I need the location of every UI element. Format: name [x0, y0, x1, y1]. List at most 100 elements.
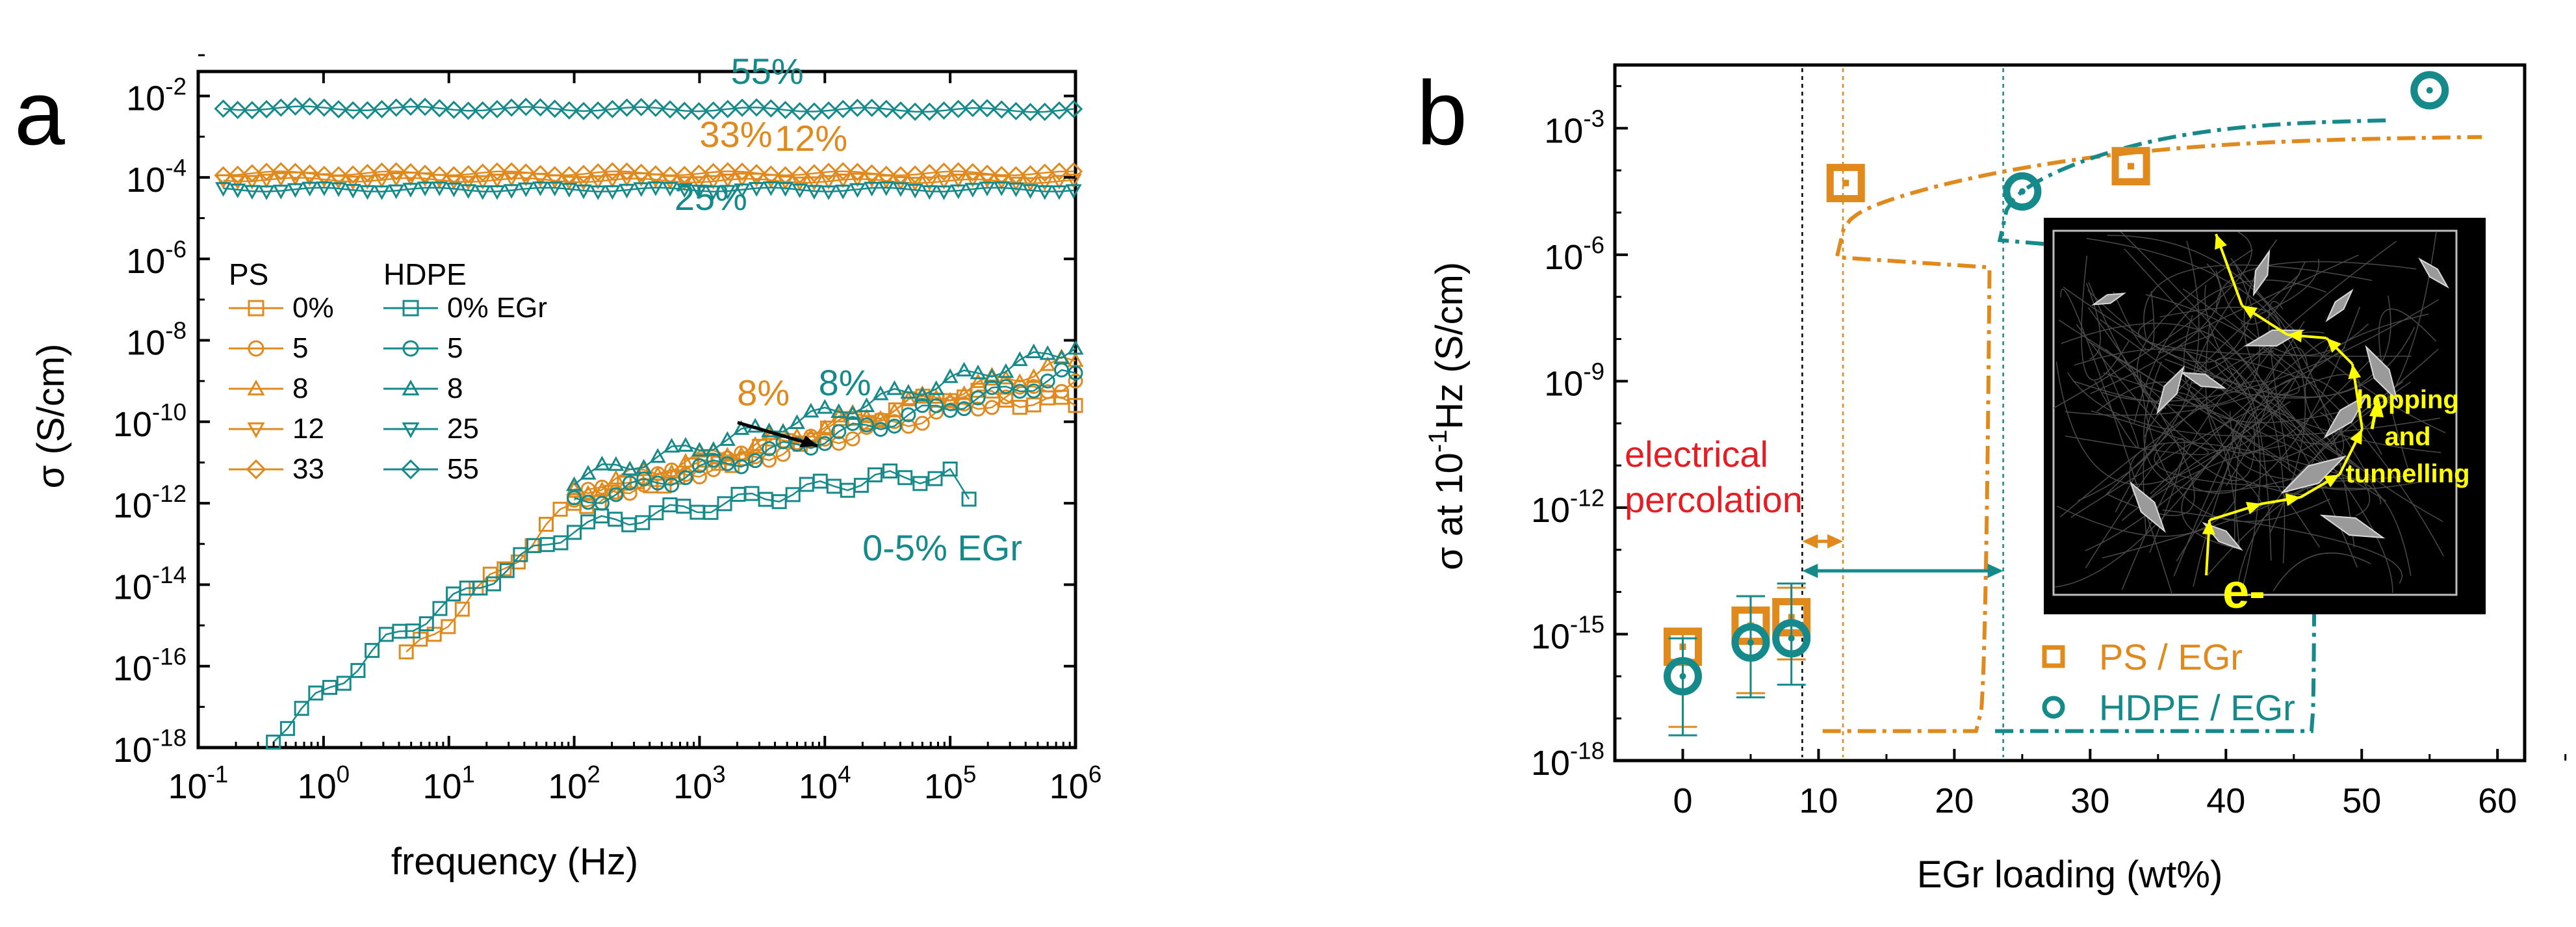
data-point — [359, 185, 376, 200]
graphene-flake-10 — [2319, 514, 2386, 539]
data-point — [1026, 383, 1042, 398]
data-point — [929, 398, 944, 413]
series-hdpe-55 — [214, 97, 1083, 122]
data-point — [677, 437, 694, 452]
data-point — [950, 184, 967, 200]
data-point — [344, 101, 363, 120]
data-point — [594, 495, 610, 511]
data-point — [1035, 163, 1054, 182]
data-point — [662, 181, 678, 197]
polymer-chain — [2081, 255, 2130, 381]
data-point — [831, 424, 847, 439]
data-point — [1037, 185, 1053, 200]
y-tick-label-8-exp: -2 — [165, 73, 187, 99]
data-point — [1064, 99, 1083, 118]
data-point — [719, 431, 736, 446]
polymer-chain — [2053, 231, 2252, 409]
electron-path-arrowhead — [2323, 475, 2339, 488]
data-point — [819, 101, 838, 120]
graphene-flake-7 — [2323, 393, 2369, 439]
x-tick-label-2: 20 — [1935, 781, 1974, 820]
data-point — [718, 162, 737, 181]
data-point — [1022, 184, 1039, 199]
data-point — [553, 535, 569, 551]
data-point — [792, 183, 808, 198]
data-point — [459, 164, 478, 184]
legend-label-0: PS / EGr — [2099, 636, 2243, 677]
series-hdpe-25 — [215, 181, 1082, 200]
annotation-3: 25% — [675, 177, 747, 218]
legend-ps-title: PS — [229, 257, 268, 291]
data-point — [315, 98, 333, 117]
panel-b-x-axis-label: EGr loading (wt%) — [1917, 854, 2223, 896]
electron-path-arrowhead — [2287, 329, 2302, 343]
series-line — [574, 356, 1076, 495]
data-point — [574, 164, 593, 183]
panel-b-range-arrows — [1802, 534, 2003, 579]
data-point — [1039, 356, 1056, 371]
data-point-center — [2128, 163, 2135, 170]
x-tick-label-6: 105 — [924, 761, 977, 806]
y-tick-label-5-exp: -3 — [1583, 105, 1604, 132]
series-line — [272, 467, 970, 743]
polymer-chain — [2090, 263, 2221, 395]
data-point — [279, 721, 295, 737]
data-point — [859, 417, 875, 433]
data-point — [489, 174, 506, 189]
data-point — [886, 419, 902, 434]
data-point — [517, 163, 535, 182]
x-tick-label-5-base: 10 — [799, 767, 838, 806]
y-tick-label-2-exp: -14 — [152, 562, 187, 588]
data-point — [229, 175, 246, 190]
data-point-circle — [1731, 623, 1770, 662]
data-point — [762, 441, 777, 456]
data-point — [474, 185, 491, 200]
data-point — [398, 644, 414, 660]
data-point — [593, 481, 610, 496]
y-tick-label-5: 10-3 — [1544, 105, 1604, 150]
data-point — [979, 181, 996, 197]
data-point — [872, 385, 889, 400]
data-point-circle — [2003, 172, 2042, 211]
data-point-center — [2018, 188, 2026, 195]
data-point — [914, 415, 930, 431]
data-point — [706, 462, 721, 478]
data-point — [970, 373, 986, 388]
data-point — [664, 477, 680, 493]
data-point — [603, 162, 622, 181]
data-point — [689, 102, 708, 121]
data-point — [545, 99, 564, 118]
data-point — [487, 99, 507, 118]
data-point — [906, 102, 925, 121]
data-point — [1025, 368, 1042, 383]
panel-a-annotations: 55% 33% 12% 25% 8% 8% 0-5% EGr — [675, 51, 1022, 568]
graphene-flake-0 — [2091, 293, 2126, 306]
data-point — [664, 462, 680, 478]
data-point — [496, 561, 512, 577]
panel-a-plot-frame — [196, 70, 1077, 750]
x-tick-label-6: 60 — [2478, 781, 2517, 820]
range-arrowhead-right-1 — [1987, 564, 2003, 579]
data-point — [776, 101, 795, 120]
panel-b-inset-schematic: hopping and tunnelling e- — [2044, 218, 2486, 618]
polymer-chain — [2204, 285, 2243, 392]
data-point — [1068, 373, 1083, 389]
data-point — [849, 183, 866, 198]
data-point — [834, 185, 851, 200]
data-point — [848, 163, 867, 181]
x-tick-label-1-exp: 0 — [337, 761, 350, 788]
y-tick-label-2-exp: -12 — [1570, 485, 1604, 512]
percolation-label-line-1: electrical — [1625, 434, 1768, 475]
data-point — [387, 98, 406, 117]
polymer-chain — [2154, 443, 2372, 490]
y-tick-label-0-exp: -18 — [1570, 738, 1604, 764]
data-point — [632, 163, 650, 182]
data-point — [258, 185, 275, 200]
data-point — [748, 182, 765, 197]
panel-b-y-axis-label-sup: -1 — [1424, 430, 1452, 453]
data-point — [617, 98, 636, 117]
data-point — [517, 98, 535, 116]
data-point — [677, 452, 694, 468]
data-point-circle — [1663, 657, 1702, 696]
data-point — [633, 182, 650, 197]
